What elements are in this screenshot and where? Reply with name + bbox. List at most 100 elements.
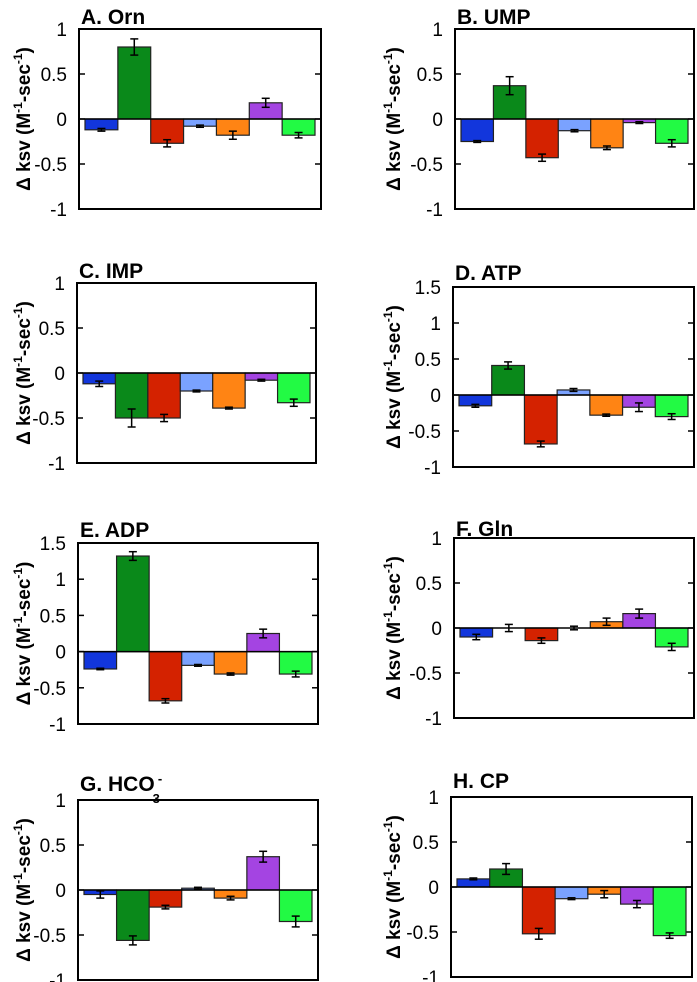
y-axis-label-part: -sec [384,64,405,102]
y-tick-label: -1 [49,971,66,982]
y-axis-label-part: Δ ksv (M [384,371,405,449]
y-axis-label-part: -1 [11,53,25,64]
y-axis-label-part: ) [384,47,405,53]
y-axis-label-part: -sec [14,318,35,356]
y-tick-label: 0.5 [39,319,65,340]
y-axis-label: Δ ksv (M-1-sec-1) [11,301,35,445]
y-tick-label: 1.5 [415,278,441,299]
plot-frame [77,799,319,981]
y-tick-label: 1 [54,274,65,295]
plot-frame [78,28,322,210]
y-axis-label-part: ) [384,305,405,311]
y-axis-label-part: ) [14,818,35,824]
title-superscript: - [158,771,162,786]
bar [181,650,215,666]
y-axis-label-part: ) [14,562,35,568]
bar [589,394,624,416]
y-axis-label-part: Δ ksv (M [384,881,405,959]
y-axis-label-part: -1 [381,311,395,322]
y-tick-label: 0.5 [41,65,67,86]
y-tick-label: 0.5 [40,606,66,627]
y-tick-label: 0 [55,643,66,664]
y-tick-label: 1 [56,20,67,41]
y-tick-label: 0 [54,364,65,385]
y-tick-label: -0.5 [33,926,66,947]
bar [148,889,183,908]
y-axis-label-part: Δ ksv (M [384,113,405,191]
y-axis-label-part: -1 [381,102,395,113]
y-axis-label: Δ ksv (M-1-sec-1) [381,815,405,959]
plot-frame [450,796,693,978]
bar [521,886,556,935]
y-axis-label: Δ ksv (M-1-sec-1) [381,556,405,700]
y-axis-label-part: Δ ksv (M [14,113,35,191]
panel-title: E. ADP [80,519,149,542]
plot-frame [452,286,695,468]
y-tick-label: -1 [50,200,67,221]
y-tick-label: -1 [424,458,441,479]
y-axis-label: Δ ksv (M-1-sec-1) [381,47,405,191]
plot-frame [453,537,695,719]
y-tick-label: 1.5 [40,534,66,555]
bar [115,555,150,653]
y-axis-label-part: -sec [14,64,35,102]
bar [491,364,526,396]
y-tick-label: -0.5 [408,422,441,443]
y-axis-label-part: ) [14,301,35,307]
y-axis-label-part: -1 [381,562,395,573]
plot-frame [77,542,319,725]
y-tick-label: -1 [425,709,442,730]
y-axis-label-part: -1 [11,356,25,367]
y-tick-label: 0.5 [416,574,442,595]
y-axis-label: Δ ksv (M-1-sec-1) [11,562,35,706]
bar [212,372,246,409]
y-axis-label-part: -sec [14,578,35,616]
y-axis-label-part: ) [384,556,405,562]
title-subscript: 3 [153,791,160,806]
y-tick-label: 0.5 [413,833,439,854]
y-axis-label-part: -1 [381,611,395,622]
plot-frame [76,282,317,464]
bar [179,372,214,392]
panel-G: G. HCO 3-Δ ksv (M-1-sec-1)10.50-0.5-1 [11,771,319,982]
y-axis-label-part: Δ ksv (M [384,622,405,700]
bar [554,886,589,900]
y-axis-label-part: -1 [11,873,25,884]
y-tick-label: 1 [432,20,443,41]
y-axis-label-part: -1 [381,821,395,832]
y-axis-label-part: ) [14,47,35,53]
y-axis-label-part: -1 [11,102,25,113]
y-tick-label: 1 [430,314,441,335]
panel-title: H. CP [453,770,509,793]
y-tick-label: 0 [432,110,443,131]
y-axis-label-part: -1 [11,824,25,835]
y-tick-label: 0 [431,619,442,640]
y-axis-label-part: -1 [381,53,395,64]
y-tick-label: 0.5 [40,836,66,857]
bar [148,650,183,702]
bar [652,886,687,937]
y-axis-label-part: Δ ksv (M [14,884,35,962]
y-tick-label: -0.5 [410,155,443,176]
y-tick-label: 1 [55,570,66,591]
bar [115,889,150,942]
y-axis-label-part: -1 [11,616,25,627]
y-axis-label-part: Δ ksv (M [14,367,35,445]
bar [276,372,311,404]
y-tick-label: 0.5 [417,65,443,86]
y-tick-label: -1 [426,200,443,221]
y-axis-label-part: -sec [384,573,405,611]
bar [213,650,248,675]
y-tick-label: 0 [56,110,67,131]
y-axis-label-part: -1 [11,307,25,318]
y-axis-label-part: ) [384,815,405,821]
y-axis-label-part: -1 [11,568,25,579]
y-tick-label: -0.5 [409,664,442,685]
panel-title: D. ATP [455,262,522,285]
y-axis-label-part: -1 [381,360,395,371]
